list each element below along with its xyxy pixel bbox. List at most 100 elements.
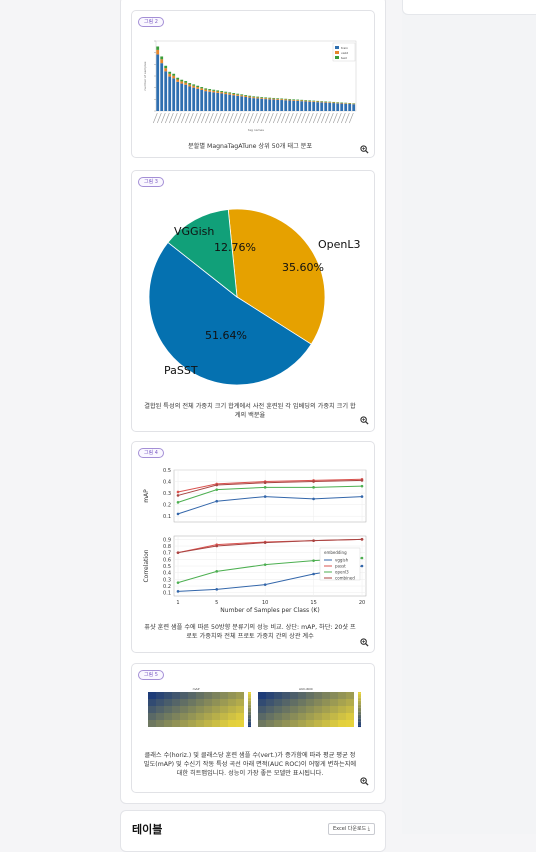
colorbar-segment	[358, 722, 361, 724]
bar-valid	[292, 100, 295, 101]
bar-test	[196, 86, 199, 87]
colorbar-segment	[358, 696, 361, 698]
tick-label	[321, 113, 325, 123]
bar-valid	[344, 103, 347, 104]
excel-download-button[interactable]: Excel 다운로드 ⤓	[328, 823, 375, 835]
bar-train	[336, 103, 339, 111]
bar-train	[256, 98, 259, 111]
bar-valid	[336, 103, 339, 104]
bar-train	[232, 95, 235, 111]
data-point	[215, 588, 218, 591]
data-point	[177, 501, 180, 504]
colorbar-segment	[248, 706, 251, 708]
data-point	[215, 484, 218, 487]
heatmap-cell	[212, 713, 220, 720]
bar-valid	[324, 102, 327, 103]
bar-train	[180, 84, 183, 111]
right-top-card	[402, 0, 536, 15]
y-axis-label: Correlation	[143, 549, 150, 582]
heatmap-title: AUC-ROC	[299, 687, 313, 691]
heatmap-cell	[172, 713, 180, 720]
heatmap-cell	[164, 713, 172, 720]
heatmap-cell	[212, 699, 220, 706]
colorbar-segment	[248, 720, 251, 722]
colorbar-segment	[248, 725, 251, 727]
data-point	[361, 557, 364, 560]
bar-valid	[160, 59, 163, 63]
colorbar-segment	[248, 722, 251, 724]
bar-valid	[352, 104, 355, 105]
tick-label	[345, 113, 349, 123]
heatmap-cell	[188, 699, 196, 706]
bar-train	[276, 100, 279, 111]
tick-label	[253, 113, 257, 123]
x-tick-label: 20	[359, 600, 365, 606]
bar-train	[164, 71, 167, 111]
heatmap-cell	[330, 706, 338, 713]
bar-test	[204, 88, 207, 89]
excel-download-label: Excel 다운로드	[333, 826, 366, 832]
heatmap-cell	[172, 720, 180, 727]
bar-train	[216, 93, 219, 111]
tick-label	[293, 113, 297, 123]
tick-label	[213, 113, 217, 123]
bar-valid	[328, 102, 331, 103]
bar-train	[316, 102, 319, 111]
zoom-icon[interactable]	[360, 145, 369, 154]
heatmap-cell	[148, 720, 156, 727]
heatmap-cell	[220, 720, 228, 727]
heatmap-cell	[338, 692, 346, 699]
tick-label	[325, 113, 329, 123]
colorbar-segment	[358, 708, 361, 710]
tick-label	[221, 113, 225, 123]
bar-valid	[268, 98, 271, 99]
y-tick-label: 0.3	[163, 491, 171, 497]
data-point	[177, 581, 180, 584]
tick-label	[305, 113, 309, 123]
colorbar-segment	[358, 720, 361, 722]
colorbar-segment	[358, 699, 361, 701]
bar-test	[212, 90, 215, 91]
y-tick-label: 0.4	[163, 571, 171, 577]
heatmap-cell	[322, 713, 330, 720]
bar-test	[276, 98, 279, 99]
heatmap-cell	[274, 699, 282, 706]
bar-test	[160, 56, 163, 59]
heatmap-cell	[274, 692, 282, 699]
tick-label	[185, 113, 189, 123]
bar-valid	[216, 91, 219, 92]
zoom-icon[interactable]	[360, 638, 369, 647]
data-point	[177, 513, 180, 516]
heatmap-cell	[228, 720, 236, 727]
heatmap-cell	[330, 720, 338, 727]
heatmap-cell	[290, 706, 298, 713]
bar-test	[208, 89, 211, 90]
tick-label	[281, 113, 285, 123]
zoom-icon[interactable]	[360, 416, 369, 425]
data-point	[312, 486, 315, 489]
tick-label	[337, 113, 341, 123]
zoom-icon[interactable]	[360, 777, 369, 786]
heatmap-title: mAP	[193, 687, 200, 691]
heatmap-cell	[322, 720, 330, 727]
bar-valid	[196, 87, 199, 89]
heatmap-cell	[274, 720, 282, 727]
bar-test	[268, 98, 271, 99]
colorbar-segment	[358, 710, 361, 712]
colorbar-segment	[248, 694, 251, 696]
tick-label	[161, 113, 165, 123]
tick-label	[197, 113, 201, 123]
data-point	[361, 495, 364, 498]
heatmap-cell	[180, 713, 188, 720]
colorbar-segment	[358, 717, 361, 719]
heatmap-cell	[346, 706, 354, 713]
heatmap-cell	[274, 706, 282, 713]
data-point	[215, 545, 218, 548]
bar-test	[280, 98, 283, 99]
bar-valid	[304, 101, 307, 102]
bar-valid	[168, 74, 171, 77]
legend-label: openl3	[335, 570, 349, 575]
heatmap-cell	[220, 699, 228, 706]
heatmap-cell	[282, 699, 290, 706]
bar-test	[256, 97, 259, 98]
